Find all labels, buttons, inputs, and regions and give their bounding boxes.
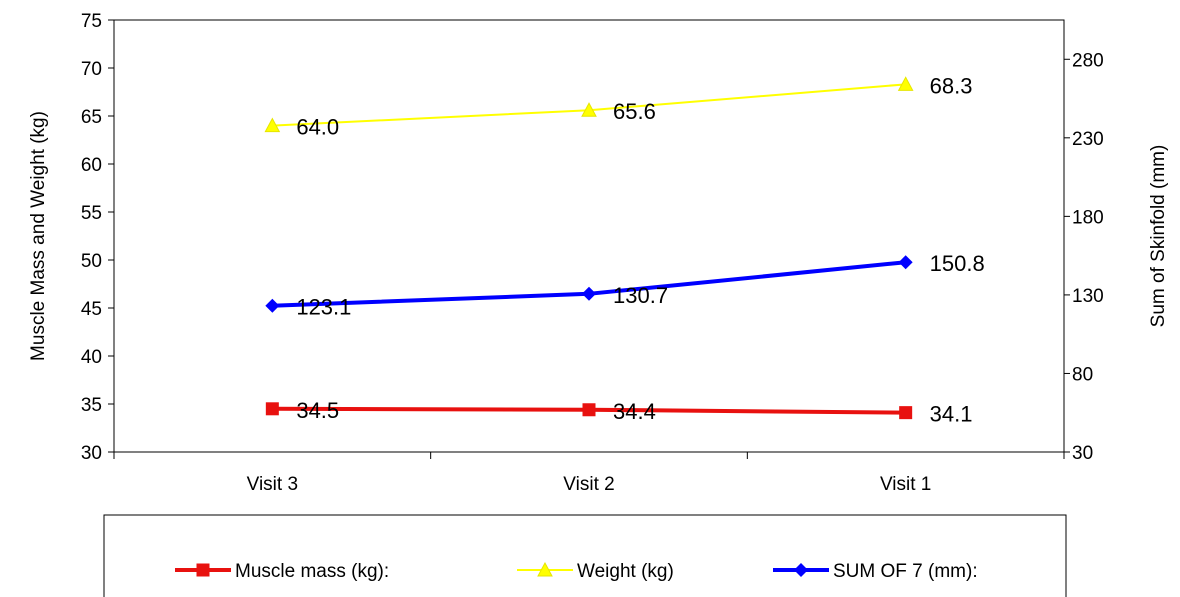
data-label: 34.4 xyxy=(613,399,656,424)
left-tick-label: 40 xyxy=(81,347,102,368)
data-label: 150.8 xyxy=(930,251,985,276)
data-point xyxy=(265,402,279,416)
data-label: 130.7 xyxy=(613,283,668,308)
legend: Muscle mass (kg): Weight (kg) SUM OF 7 (mm… xyxy=(103,514,1067,597)
right-tick-label: 80 xyxy=(1072,364,1093,385)
legend-label: SUM OF 7 (mm): xyxy=(833,561,978,582)
left-y-axis-title: Muscle Mass and Weight (kg) xyxy=(28,111,49,361)
data-point xyxy=(897,76,914,91)
data-point xyxy=(898,255,913,270)
right-tick-label: 30 xyxy=(1072,443,1093,464)
right-tick-label: 230 xyxy=(1072,129,1104,150)
data-label: 34.5 xyxy=(296,398,339,423)
data-point xyxy=(582,286,596,301)
series-diamond: 123.1 130.7 150.8 xyxy=(265,251,985,320)
data-point xyxy=(582,403,596,417)
series-square: 34.5 34.4 34.1 xyxy=(265,398,973,427)
right-y-axis-title: Sum of Skinfold (mm) xyxy=(1148,145,1169,328)
data-label: 65.6 xyxy=(613,99,656,124)
legend-label: Muscle mass (kg): xyxy=(235,561,389,582)
x-tick-label: Visit 2 xyxy=(563,474,614,495)
x-tick-label: Visit 3 xyxy=(247,474,298,495)
data-point xyxy=(264,117,281,133)
data-label: 123.1 xyxy=(296,295,351,320)
legend-swatch-marker xyxy=(537,561,553,577)
data-point xyxy=(265,298,280,313)
left-tick-label: 60 xyxy=(81,155,102,176)
data-label: 68.3 xyxy=(930,73,973,98)
left-tick-label: 45 xyxy=(81,299,102,320)
legend-item: Muscle mass (kg): xyxy=(175,561,389,582)
series-triangle: 64.0 65.6 68.3 xyxy=(264,73,973,140)
plot-frame xyxy=(113,19,1065,453)
right-y-axis: 30 80 130 180 230 280 xyxy=(1064,50,1104,464)
left-tick-label: 75 xyxy=(81,11,102,32)
left-tick-label: 50 xyxy=(81,251,102,272)
legend-item: SUM OF 7 (mm): xyxy=(773,561,978,582)
left-tick-label: 35 xyxy=(81,395,102,416)
right-tick-label: 180 xyxy=(1072,207,1104,228)
plot-area xyxy=(113,19,1065,453)
data-label: 64.0 xyxy=(296,115,339,140)
series-layer: 64.0 65.6 68.3 123.1 130.7 150.8 34.5 34.4 34.1 xyxy=(264,73,985,427)
data-point xyxy=(581,102,597,117)
left-tick-label: 70 xyxy=(81,59,102,80)
legend-swatch-marker xyxy=(196,563,210,577)
left-tick-label: 55 xyxy=(81,203,102,224)
left-tick-label: 30 xyxy=(81,443,102,464)
right-tick-label: 280 xyxy=(1072,50,1104,71)
x-axis: Visit 3 Visit 2 Visit 1 xyxy=(113,452,1065,495)
x-tick-label: Visit 1 xyxy=(880,474,931,495)
data-point xyxy=(899,406,913,420)
right-tick-label: 130 xyxy=(1072,286,1104,307)
data-label: 34.1 xyxy=(930,402,973,427)
legend-label: Weight (kg) xyxy=(577,561,674,582)
legend-swatch-marker xyxy=(794,563,808,577)
legend-box xyxy=(103,514,1067,597)
left-y-axis: 30 35 40 45 50 55 60 65 70 75 xyxy=(81,11,114,464)
legend-item: Weight (kg) xyxy=(517,561,674,582)
left-tick-label: 65 xyxy=(81,107,102,128)
